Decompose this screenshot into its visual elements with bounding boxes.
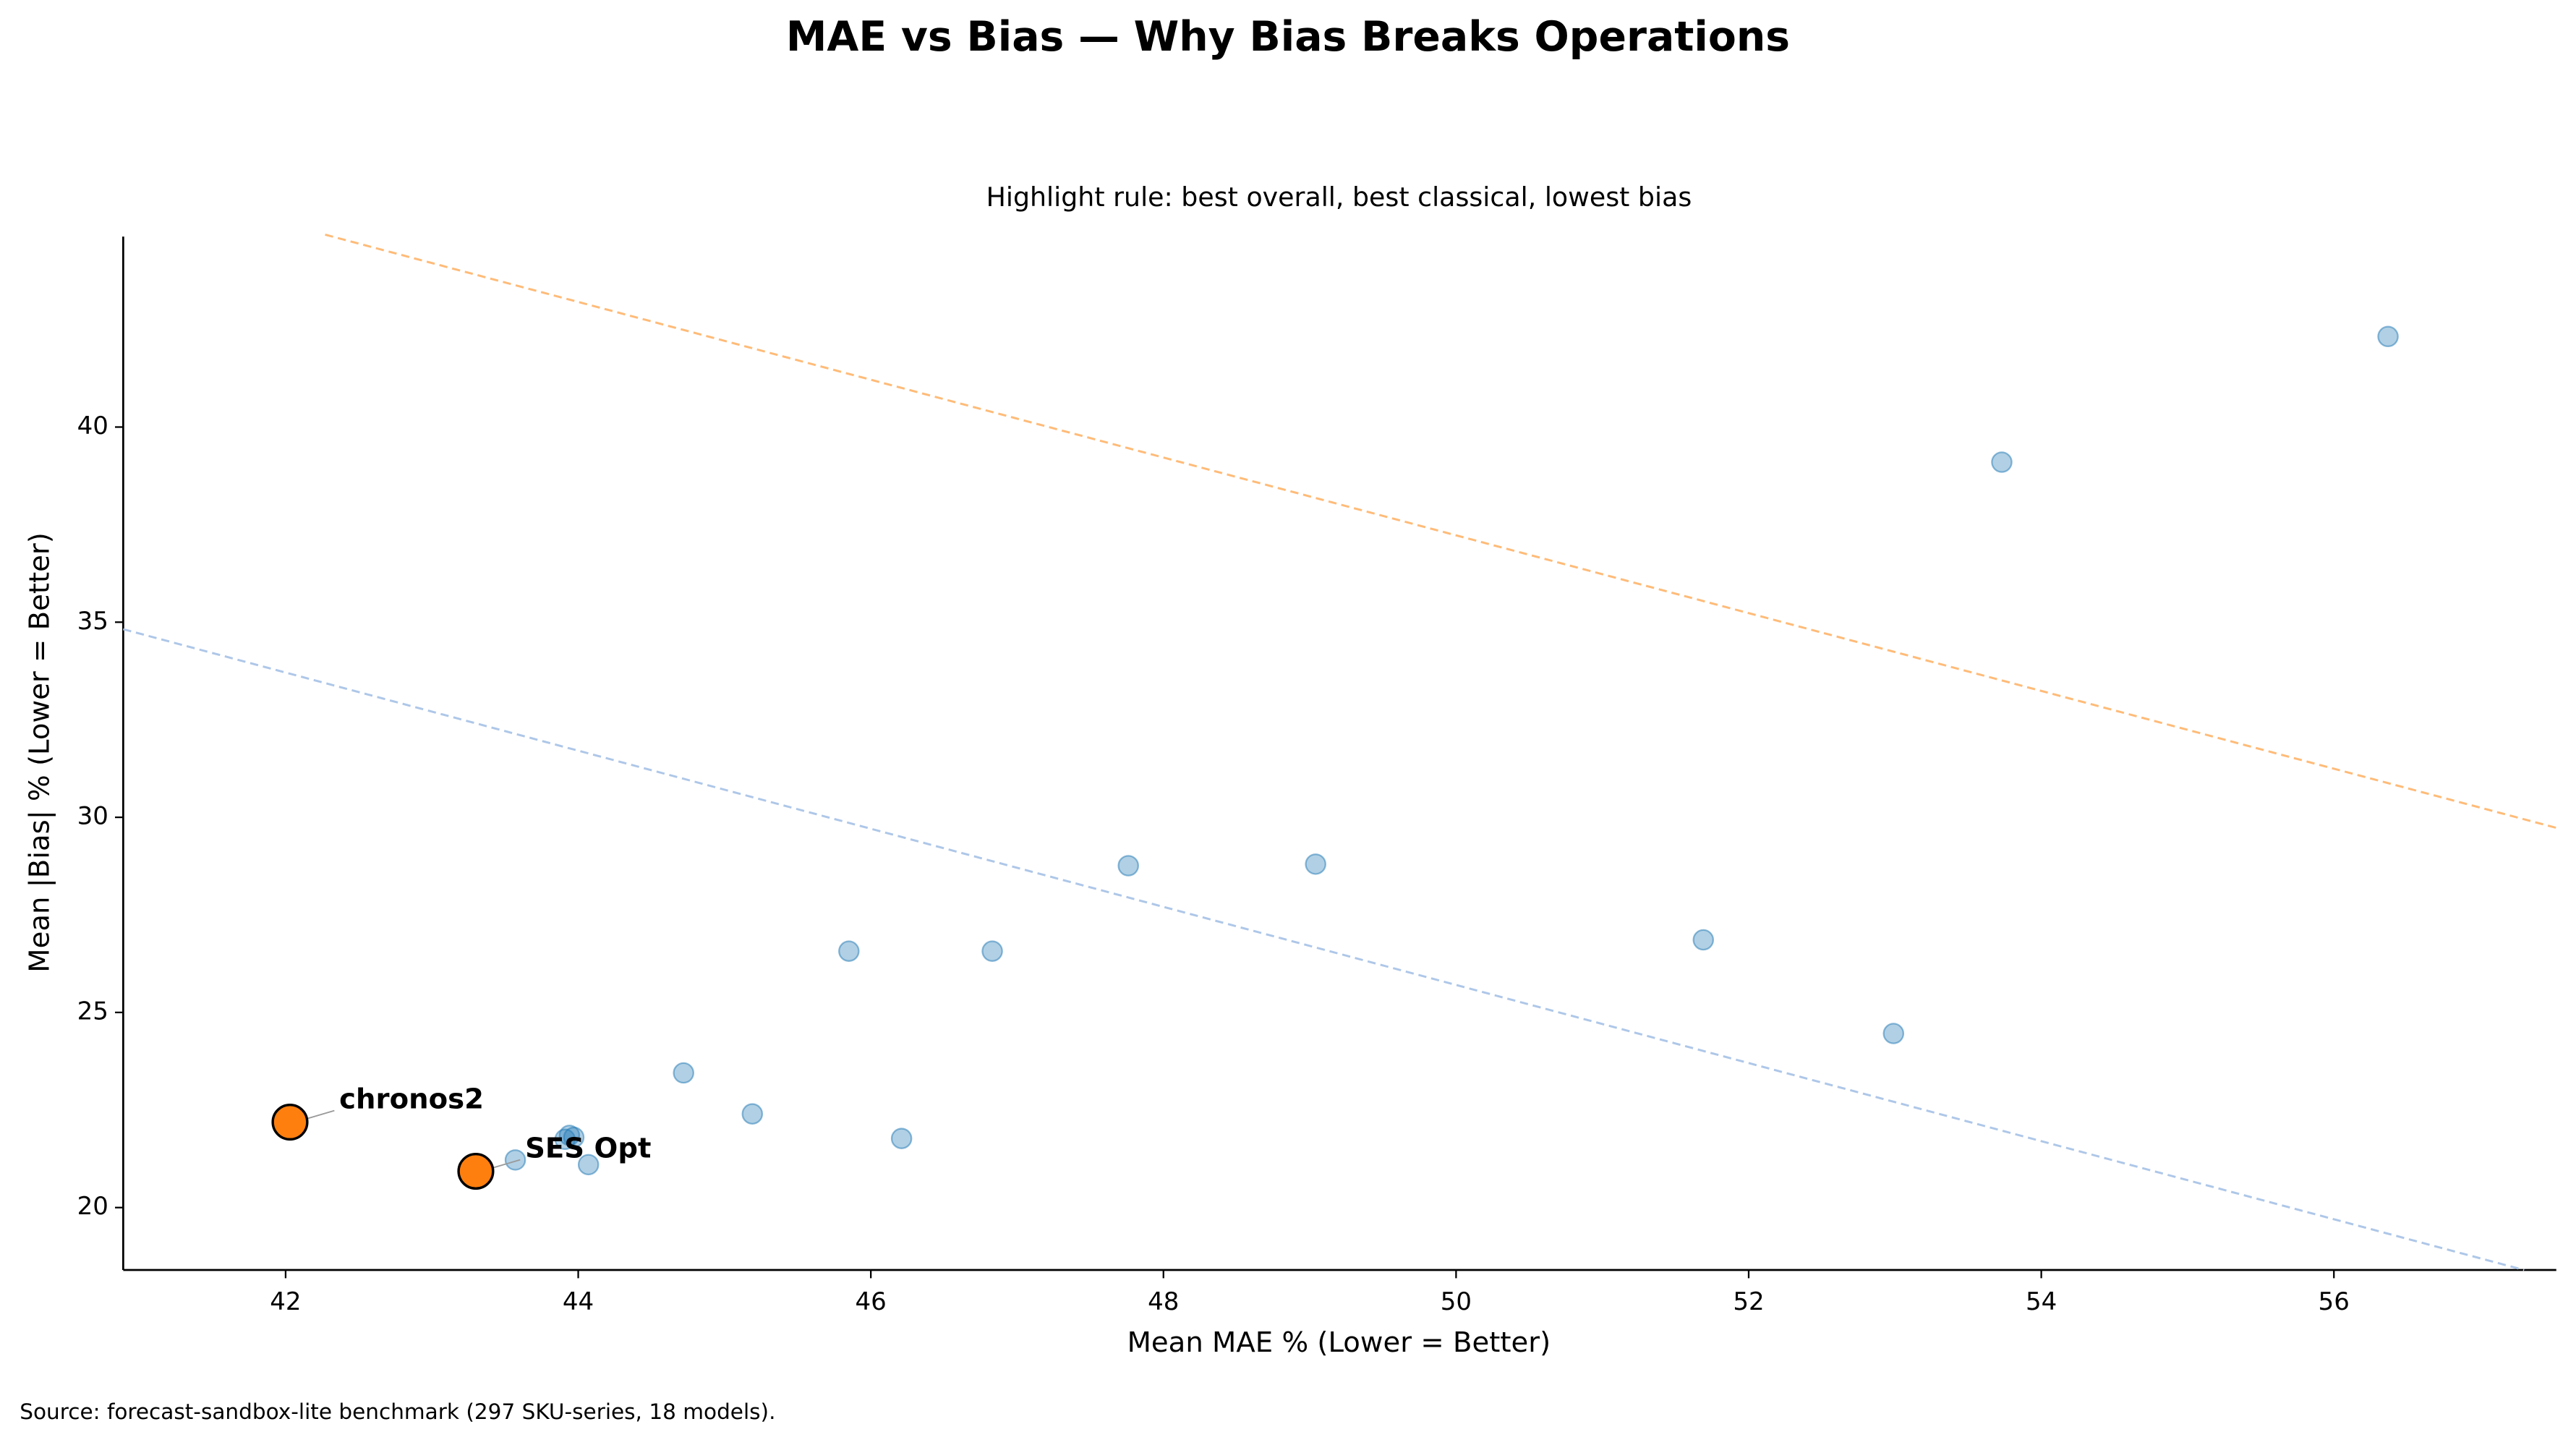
x-tick-label: 50 bbox=[1441, 1287, 1472, 1316]
chart-subtitle: Highlight rule: best overall, best class… bbox=[986, 182, 1692, 213]
annotation-leader bbox=[492, 1159, 521, 1169]
y-tick-label: 35 bbox=[77, 607, 108, 636]
scatter-point bbox=[2377, 325, 2399, 348]
point-label: SES Opt bbox=[525, 1132, 651, 1164]
annotation-leader bbox=[306, 1109, 335, 1120]
x-tick-label: 44 bbox=[563, 1287, 594, 1316]
scatter-point bbox=[577, 1154, 600, 1176]
y-tick-label: 40 bbox=[77, 412, 108, 440]
scatter-point bbox=[563, 1126, 585, 1148]
y-tick-label: 30 bbox=[77, 802, 108, 831]
reference-line bbox=[122, 628, 2525, 1271]
scatter-point bbox=[673, 1062, 694, 1084]
scatter-point bbox=[457, 1152, 495, 1190]
x-tick-label: 52 bbox=[1733, 1287, 1764, 1316]
chart-title: MAE vs Bias — Why Bias Breaks Operations bbox=[786, 13, 1790, 61]
scatter-point bbox=[1882, 1023, 1905, 1044]
scatter-point bbox=[1692, 929, 1715, 951]
x-tick-label: 48 bbox=[1148, 1287, 1179, 1316]
reference-line bbox=[325, 234, 2557, 830]
x-tick-label: 54 bbox=[2026, 1287, 2057, 1316]
y-axis-label: Mean |Bias| % (Lower = Better) bbox=[23, 532, 56, 973]
scatter-point bbox=[1117, 855, 1139, 877]
x-tick-label: 42 bbox=[270, 1287, 301, 1316]
scatter-point bbox=[1991, 451, 2013, 473]
scatter-point bbox=[890, 1128, 913, 1149]
scatter-point bbox=[1305, 853, 1326, 875]
scatter-point bbox=[554, 1128, 576, 1151]
source-note: Source: forecast-sandbox-lite benchmark … bbox=[20, 1399, 775, 1424]
scatter-point bbox=[271, 1103, 309, 1141]
x-tick-label: 46 bbox=[855, 1287, 886, 1316]
point-label: chronos2 bbox=[339, 1083, 484, 1115]
scatter-point bbox=[741, 1103, 764, 1125]
scatter-point bbox=[504, 1149, 526, 1171]
x-axis-label: Mean MAE % (Lower = Better) bbox=[1127, 1326, 1551, 1359]
scatter-point bbox=[981, 940, 1003, 962]
y-tick-label: 25 bbox=[77, 997, 108, 1026]
y-tick-label: 20 bbox=[77, 1192, 108, 1221]
x-tick-label: 56 bbox=[2319, 1287, 2350, 1316]
scatter-point bbox=[838, 940, 860, 962]
